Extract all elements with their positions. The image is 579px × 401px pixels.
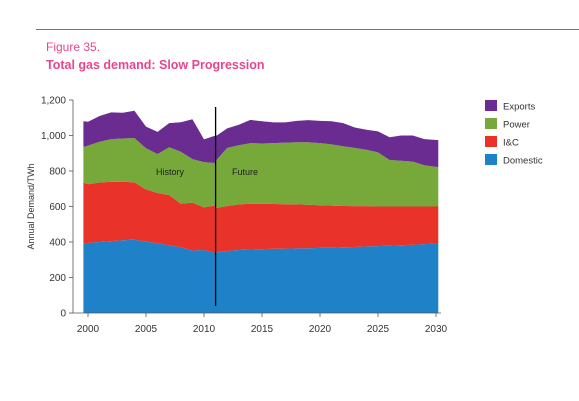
x-tick-label: 2010: [193, 324, 216, 335]
y-axis-label: Annual Demand/TWh: [26, 163, 36, 249]
y-tick-label: 200: [49, 273, 66, 284]
legend-swatch: [485, 118, 497, 129]
legend-swatch: [485, 154, 497, 165]
x-tick-label: 2025: [367, 324, 390, 335]
legend-label: Exports: [503, 102, 535, 113]
legend-swatch: [485, 100, 497, 111]
header-rule: [36, 29, 579, 30]
figure-number: Figure 35.: [46, 40, 101, 54]
figure-title: Total gas demand: Slow Progression: [46, 58, 265, 72]
x-tick-label: 2000: [77, 324, 100, 335]
legend-swatch: [485, 136, 497, 147]
y-tick-label: 0: [60, 309, 66, 320]
y-tick-label: 600: [49, 202, 66, 213]
annotation-history: History: [156, 167, 185, 177]
area-exports: [83, 110, 439, 168]
legend-label: I&C: [503, 138, 519, 149]
area-power: [83, 138, 439, 208]
area-domestic: [83, 239, 439, 313]
x-tick-label: 2005: [135, 324, 158, 335]
annotation-future: Future: [232, 167, 258, 177]
y-tick-label: 400: [49, 238, 66, 249]
legend-label: Power: [503, 120, 530, 131]
x-tick-label: 2030: [425, 324, 448, 335]
x-tick-label: 2020: [309, 324, 332, 335]
y-tick-label: 1,200: [41, 96, 66, 107]
area-i-c: [83, 181, 439, 253]
y-tick-label: 800: [49, 167, 66, 178]
legend-label: Domestic: [503, 156, 543, 167]
y-tick-label: 1,000: [41, 131, 66, 142]
x-tick-label: 2015: [251, 324, 274, 335]
